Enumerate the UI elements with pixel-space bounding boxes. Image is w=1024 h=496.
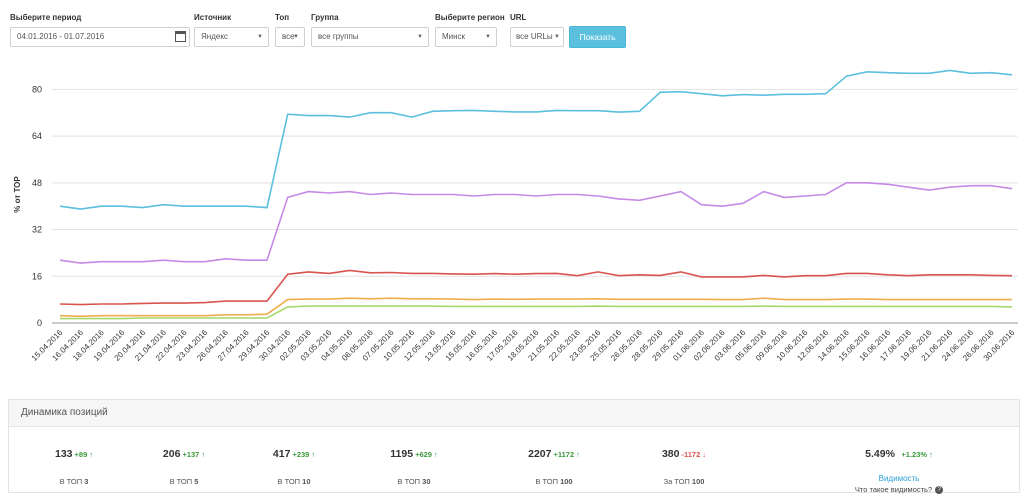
region-label: Выберите регион [435, 13, 505, 22]
position-stat: 2207 +1172 ↑ В ТОП 100 [499, 444, 609, 486]
chevron-down-icon: ▼ [554, 34, 560, 40]
stat-label-number: 5 [194, 477, 199, 486]
stat-label: В ТОП 5 [129, 477, 239, 486]
stat-label-number: 100 [691, 477, 705, 486]
period-input[interactable]: 04.01.2016 - 01.07.2016 [10, 27, 190, 47]
stat-label-prefix: В ТОП [59, 477, 83, 486]
stat-label: В ТОП 100 [499, 477, 609, 486]
stat-label-number: 3 [84, 477, 89, 486]
top-value: все [282, 32, 295, 41]
stat-delta: +89 [74, 450, 88, 459]
arrow-up-icon: ↑ [89, 450, 93, 459]
group-value: все группы [318, 32, 359, 41]
y-tick-label: 80 [32, 84, 42, 94]
stat-label: В ТОП 30 [359, 477, 469, 486]
stat-value: 206 [162, 448, 181, 460]
visibility-link[interactable]: Видимость [878, 474, 920, 483]
y-tick-label: 64 [32, 131, 42, 141]
arrow-down-icon: ↓ [702, 450, 707, 459]
stat-value: 133 [54, 448, 73, 460]
position-stat: 133 +89 ↑ В ТОП 3 [19, 444, 129, 486]
stat-label-number: 100 [560, 477, 573, 486]
url-select[interactable]: все URLы ▼ [510, 27, 564, 47]
stat-label-prefix: В ТОП [535, 477, 558, 486]
position-stat: 206 +137 ↑ В ТОП 5 [129, 444, 239, 486]
stat-label-prefix: В ТОП [277, 477, 301, 486]
panel-title: Динамика позиций [9, 400, 1019, 427]
series-line-3 [59, 269, 1013, 306]
top-select[interactable]: все ▼ [275, 27, 305, 47]
chevron-down-icon: ▼ [293, 34, 299, 40]
positions-dynamics-panel: Динамика позиций 133 +89 ↑ В ТОП 3 206 +137 ↑ В… [8, 399, 1020, 495]
stat-value: 380 [661, 448, 680, 460]
series-line-5 [60, 305, 1013, 320]
stat-label: В ТОП 3 [19, 477, 129, 486]
stat-label-number: 30 [422, 477, 431, 486]
position-stat: 380 -1172 ↓ За ТОП 100 [629, 444, 739, 486]
arrow-up-icon: ↑ [576, 450, 580, 459]
chevron-down-icon: ▼ [417, 34, 423, 40]
stat-label-prefix: В ТОП [397, 477, 421, 486]
group-label: Группа [311, 13, 339, 22]
source-label: Источник [194, 13, 232, 22]
stat-label-number: 10 [302, 477, 311, 486]
source-select[interactable]: Яндекс ▼ [194, 27, 269, 47]
stat-label-prefix: За ТОП [663, 477, 690, 486]
series-line-1 [59, 69, 1013, 210]
stat-delta: +239 [292, 450, 310, 459]
stat-delta: -1172 [681, 450, 701, 459]
position-stat: 1195 +629 ↑ В ТОП 30 [359, 444, 469, 486]
stat-label-prefix: В ТОП [169, 477, 193, 486]
y-tick-label: 48 [32, 178, 42, 188]
stat-delta: +629 [415, 450, 432, 459]
visibility-help-text: Что такое видимость? [854, 485, 933, 494]
y-tick-label: 0 [37, 318, 42, 328]
group-select[interactable]: все группы ▼ [311, 27, 429, 47]
series-line-4 [59, 297, 1012, 318]
series-line-2 [59, 182, 1013, 264]
stat-label: В ТОП 10 [239, 477, 349, 486]
y-tick-label: 16 [32, 271, 42, 281]
show-button[interactable]: Показать [569, 26, 626, 48]
y-axis-label: % от ТОР [13, 176, 22, 213]
url-value: все URLы [516, 32, 553, 41]
arrow-up-icon: ↑ [929, 450, 933, 459]
arrow-up-icon: ↑ [201, 450, 206, 459]
stat-delta: +1172 [553, 450, 575, 459]
stat-value: 417 [272, 448, 291, 460]
source-value: Яндекс [201, 32, 228, 41]
region-value: Минск [442, 32, 466, 41]
filters-bar: Выберите период 04.01.2016 - 01.07.2016 … [0, 0, 1024, 60]
visibility-delta: +1.23% [901, 450, 928, 459]
arrow-up-icon: ↑ [433, 450, 438, 459]
chevron-down-icon: ▼ [257, 34, 263, 40]
y-tick-label: 32 [32, 225, 42, 235]
question-icon[interactable]: ? [935, 486, 944, 495]
position-stat: 417 +239 ↑ В ТОП 10 [239, 444, 349, 486]
region-select[interactable]: Минск ▼ [435, 27, 497, 47]
stat-value: 1195 [390, 448, 414, 460]
period-label: Выберите период [10, 13, 82, 22]
visibility-value: 5.49% [865, 448, 895, 460]
stat-value: 2207 [528, 448, 552, 460]
chevron-down-icon: ▼ [485, 34, 491, 40]
period-value: 04.01.2016 - 01.07.2016 [17, 32, 105, 41]
visibility-help[interactable]: Что такое видимость?? [834, 485, 964, 495]
url-label: URL [510, 13, 527, 22]
stat-label: За ТОП 100 [629, 477, 739, 486]
top-label: Топ [275, 13, 290, 22]
calendar-icon[interactable] [175, 31, 186, 42]
stat-delta: +137 [182, 450, 200, 459]
arrow-up-icon: ↑ [311, 450, 316, 459]
visibility-stat: 5.49% +1.23% ↑ Видимость Что такое видимо… [834, 444, 964, 495]
